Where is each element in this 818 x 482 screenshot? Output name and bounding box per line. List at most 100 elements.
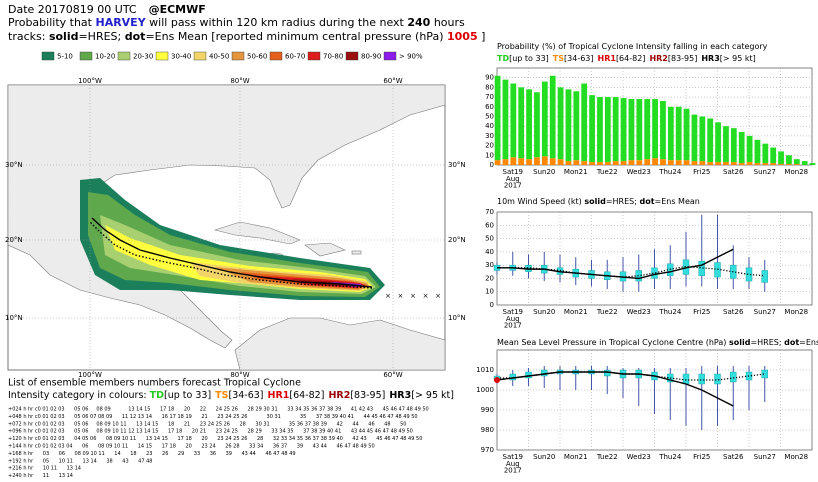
legend-label: 50-60 xyxy=(247,53,267,61)
lat-label: 20°N xyxy=(5,236,23,244)
bar-segment xyxy=(565,161,572,165)
y-tick-label: 70 xyxy=(485,93,494,101)
bar-segment xyxy=(762,143,769,164)
box xyxy=(761,270,768,283)
x-tick-label: Mon21 xyxy=(564,168,588,176)
bar-segment xyxy=(738,132,745,164)
land xyxy=(213,221,301,245)
box xyxy=(604,369,611,377)
hours: 240 xyxy=(407,16,430,29)
bar-segment xyxy=(565,89,572,162)
box xyxy=(714,262,721,278)
text: hours xyxy=(430,16,465,29)
bar-segment xyxy=(691,161,698,165)
text: will pass within 120 km radius during th… xyxy=(146,16,408,29)
legend-swatch xyxy=(117,51,131,61)
hres-track xyxy=(91,217,373,288)
row-step: +240 h xyxy=(8,473,27,479)
y-tick-label: 980 xyxy=(481,426,494,434)
bar-segment xyxy=(730,128,737,163)
bar-segment xyxy=(604,162,611,165)
bar-segment xyxy=(644,99,651,160)
row-members: hr c0 01 02 03 05 06 07 08 09 11 12 13 1… xyxy=(28,414,418,420)
y-tick-label: 40 xyxy=(485,248,494,256)
x-tick-label: Mon28 xyxy=(784,308,808,316)
probability-line: Probability that HARVEY will pass within… xyxy=(8,16,465,29)
box xyxy=(698,373,705,385)
x-tick-label: Sun27 xyxy=(754,453,776,461)
bar-segment xyxy=(778,151,784,165)
bar-segment xyxy=(541,81,548,157)
bar-segment xyxy=(494,160,501,165)
row-members: hr c0 01 02 03 04 06 08 09 10 11 14 15 1… xyxy=(28,444,375,450)
lon-label: 100°W xyxy=(78,371,102,379)
x-sub-label: Aug xyxy=(506,460,520,468)
text: solid xyxy=(49,30,79,43)
members-subtitle: Intensity category in colours: TD[up to … xyxy=(8,390,454,401)
y-tick-label: 60 xyxy=(485,221,494,229)
text: ] xyxy=(478,30,486,43)
box xyxy=(525,371,532,379)
y-tick-label: 30 xyxy=(485,132,494,140)
row-members: hr 11 13 14 xyxy=(28,473,73,479)
title-part: Probability (%) of Tropical Cyclone Inte… xyxy=(497,42,768,51)
bar-segment xyxy=(604,97,611,163)
x-tick-label: Tue22 xyxy=(596,308,618,316)
chart-title: Probability (%) of Tropical Cyclone Inte… xyxy=(497,42,768,51)
y-tick-label: 1000 xyxy=(476,386,494,394)
x-sub-label: Aug xyxy=(506,175,520,183)
legend-label: 70-80 xyxy=(323,53,343,61)
y-tick-label: 0 xyxy=(490,161,494,169)
bar-segment xyxy=(628,99,635,161)
legend-swatch xyxy=(41,51,55,61)
box xyxy=(698,260,705,276)
bar-segment xyxy=(746,135,753,163)
category-name: HR2 xyxy=(328,390,350,401)
bar-segment xyxy=(510,83,517,158)
bar-segment xyxy=(809,163,816,165)
title-part: 10m Wind Speed (kt) xyxy=(497,197,584,206)
bar-segment xyxy=(723,126,729,163)
category-name: HR1 xyxy=(268,390,290,401)
bar-segment xyxy=(801,161,808,165)
title-part: =HRES; xyxy=(606,197,640,206)
box xyxy=(651,267,658,279)
lon-label: 60°W xyxy=(383,77,402,85)
x-tick-label: Wed23 xyxy=(627,308,651,316)
row-step: +048 h xyxy=(8,414,27,420)
y-tick-label: 20 xyxy=(485,274,494,282)
bar-segment xyxy=(793,159,800,165)
bar-segment xyxy=(778,164,784,165)
x-sub-label: 2017 xyxy=(504,182,522,190)
legend-swatch xyxy=(269,51,283,61)
title-part: =Ens Mean xyxy=(799,338,818,347)
x-tick-label: Tue22 xyxy=(596,168,618,176)
category-name: TD xyxy=(150,390,164,401)
title-part: dot xyxy=(639,197,654,206)
x-tick-label: Thu24 xyxy=(658,453,682,461)
legend-label: 40-50 xyxy=(209,53,229,61)
title-part: =Ens Mean xyxy=(655,197,700,206)
legend-swatch xyxy=(79,51,93,61)
series-line xyxy=(497,248,734,280)
y-tick-label: 20 xyxy=(485,142,494,150)
category-name: HR1 xyxy=(598,54,617,63)
lon-label: 80°W xyxy=(230,371,249,379)
lat-label: 10°N xyxy=(448,314,466,322)
bar-segment xyxy=(770,163,777,165)
title-part: Mean Sea Level Pressure in Tropical Cycl… xyxy=(497,338,729,347)
y-tick-label: 50 xyxy=(485,235,494,243)
bar-segment xyxy=(715,122,721,163)
row-members: hr 03 06 08 09 10 11 14 18 23 26 29 33 3… xyxy=(28,451,296,457)
row-step: +072 h xyxy=(8,421,27,427)
title-part: solid xyxy=(729,338,751,347)
x-tick-label: Fri25 xyxy=(693,168,710,176)
bar-segment xyxy=(526,89,532,160)
legend-swatch xyxy=(383,51,397,61)
x-tick-label: Fri25 xyxy=(693,308,710,316)
storm-name: HARVEY xyxy=(95,16,146,29)
x-tick-label: Wed23 xyxy=(627,168,651,176)
legend-swatch xyxy=(193,51,207,61)
legend-label: 10-20 xyxy=(95,53,115,61)
x-tick-label: Sun20 xyxy=(533,453,555,461)
